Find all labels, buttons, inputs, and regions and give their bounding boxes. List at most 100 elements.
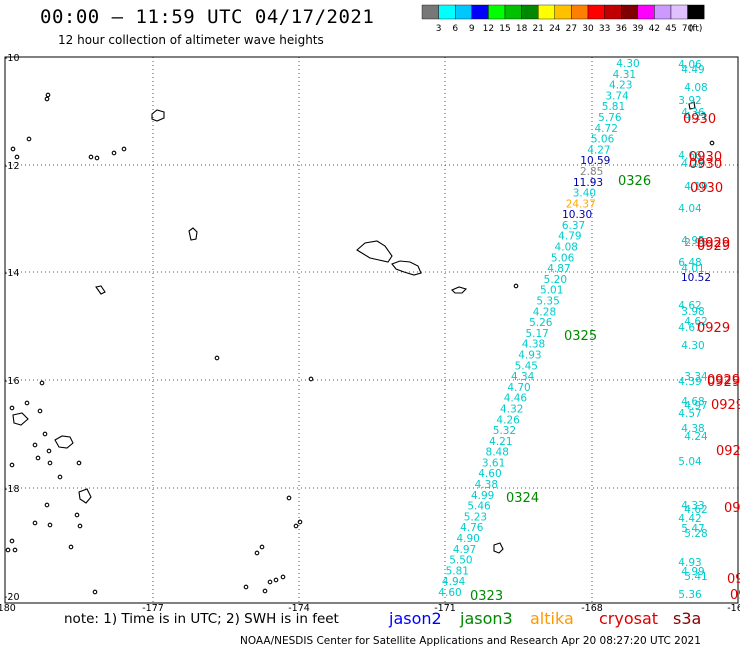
track-value-label: 5.06 [591, 134, 615, 146]
pass-time-label: 0326 [618, 174, 651, 189]
island-outline [391, 260, 422, 276]
track-value-label: 4.60 [438, 587, 461, 599]
track-value-label: 4.94 [442, 576, 466, 588]
island-outline [78, 488, 92, 504]
small-island [44, 502, 50, 508]
right-value-label: 4.67 [678, 322, 701, 334]
right-value-label: 4.39 [678, 376, 701, 388]
small-island [12, 547, 18, 553]
small-island [88, 154, 94, 160]
track-value-label: 4.97 [453, 544, 476, 556]
pass-time-label: 0929 [697, 321, 730, 336]
colorbar-tick-label: 18 [516, 24, 528, 34]
track-value-label: 4.28 [533, 306, 556, 318]
small-island [254, 550, 260, 556]
pass-time-label: 0929 [697, 239, 730, 254]
right-value-label: 4.42 [678, 513, 701, 525]
right-value-label: 4.62 [684, 504, 707, 516]
island-outline [95, 285, 106, 295]
island-outline [451, 286, 468, 294]
map-title: 00:00 – 11:59 UTC 04/17/2021 [40, 6, 375, 28]
small-island [243, 584, 249, 590]
colorbar-swatch [554, 4, 572, 20]
right-value-label: 5.41 [684, 571, 707, 583]
small-island [14, 154, 20, 160]
right-value-label: 5.28 [684, 528, 707, 540]
colorbar-swatch [421, 4, 439, 20]
colorbar-swatch [587, 4, 605, 20]
track-value-label: 6.37 [562, 220, 585, 232]
colorbar-swatch [621, 4, 639, 20]
track-value-label: 4.99 [471, 490, 494, 502]
small-island [74, 512, 80, 518]
track-value-label: 5.35 [536, 296, 559, 308]
right-value-label: 4.66 [678, 150, 702, 162]
track-value-label: 4.70 [507, 382, 530, 394]
right-value-label: 3.98 [681, 306, 704, 318]
colorbar-tick-label: 6 [452, 24, 458, 34]
pass-time-label: 09 [727, 572, 740, 587]
right-value-label: 4.04 [678, 203, 702, 215]
latitude-labels: -10 -12 -14 -16 -18 -20 [4, 53, 20, 603]
track-value-label: 4.32 [500, 403, 523, 415]
lon-tick-label: -168 [581, 603, 603, 614]
colorbar-tick-label: 36 [615, 24, 627, 34]
track-value-label: 24.37 [566, 198, 596, 210]
track-value-label: 5.46 [467, 501, 491, 513]
small-island [709, 140, 715, 146]
small-island [121, 146, 127, 152]
colorbar-tick-label: 39 [632, 24, 644, 34]
right-value-label: 3.92 [678, 95, 701, 107]
right-value-label: 4.99 [681, 566, 704, 578]
colorbar-swatch [637, 4, 655, 20]
right-value-label: 5.04 [678, 456, 702, 468]
small-island [513, 283, 519, 289]
track-value-label: 4.72 [595, 123, 618, 135]
small-island [10, 146, 16, 152]
colorbar-tick-label: 15 [499, 24, 510, 34]
island-coastlines [5, 92, 715, 595]
lon-tick-label: -174 [288, 603, 310, 614]
longitude-labels: -180 -177 -174 -171 -168 -165 [0, 603, 740, 614]
colorbar-swatch [687, 4, 705, 20]
small-island [26, 136, 32, 142]
track-value-label: 5.81 [602, 101, 625, 113]
small-island [308, 376, 314, 382]
track-value-label: 5.20 [544, 274, 567, 286]
small-island [259, 544, 265, 550]
right-value-label: 4.28 [681, 158, 704, 170]
track-value-label: 3.40 [573, 188, 596, 200]
colorbar-tick-label: 12 [483, 24, 494, 34]
small-island [214, 355, 220, 361]
pass-time-label: 0929 [711, 398, 740, 413]
small-island [280, 574, 286, 580]
colorbar-tick-label: 9 [469, 24, 475, 34]
small-island [293, 523, 299, 529]
small-island [273, 577, 279, 583]
island-outline [493, 542, 504, 554]
lon-tick-label: -180 [0, 603, 16, 614]
track-value-label: 4.93 [518, 349, 541, 361]
colorbar-swatch [604, 4, 622, 20]
pass-time-label: 09 [730, 588, 740, 603]
map-gridlines [5, 57, 738, 603]
right-value-label: 4.38 [681, 423, 704, 435]
map-frame [4, 56, 739, 604]
colorbar-tick-label: 21 [532, 24, 543, 34]
colorbar-tick-label: 45 [665, 24, 676, 34]
track-value-label: 4.90 [456, 533, 479, 545]
colorbar-swatch [670, 4, 688, 20]
track-value-label: 4.27 [587, 144, 610, 156]
track-value-label: 4.38 [475, 479, 498, 491]
track-value-label: 4.87 [547, 263, 570, 275]
pass-time-label: 0930 [690, 181, 723, 196]
pass-time-label: 0930 [689, 157, 722, 172]
right-value-label: 4.30 [681, 340, 704, 352]
lat-tick-label: -18 [4, 484, 20, 495]
small-island [286, 495, 292, 501]
track-value-label: 3.61 [482, 457, 505, 469]
colorbar-swatch [471, 4, 489, 20]
right-value-label: 4.97 [684, 400, 707, 412]
right-value-label: 4.06 [678, 59, 702, 71]
pass-time-label: 0324 [506, 491, 539, 506]
